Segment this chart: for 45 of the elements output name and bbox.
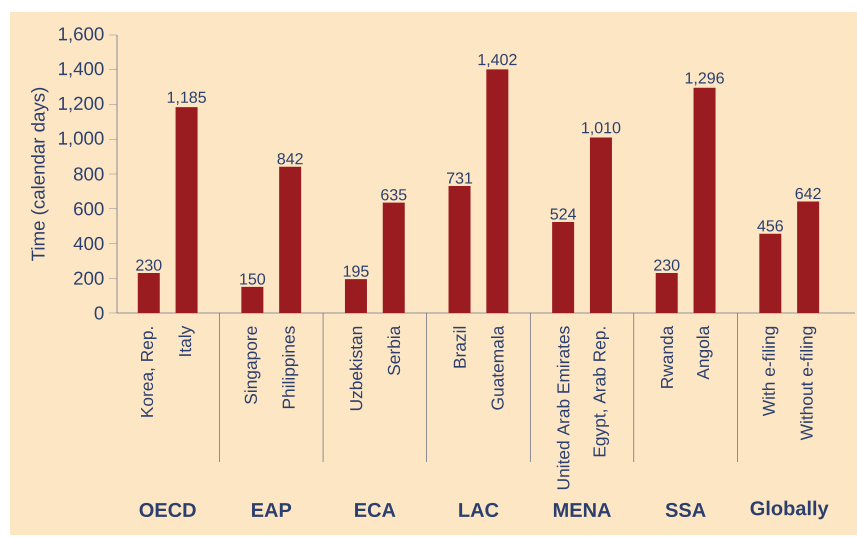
text: EAP <box>252 503 292 517</box>
x-tick-label: Serbia <box>387 326 400 376</box>
y-tick-label: 1,000 <box>59 132 104 147</box>
y-tick-label: 1,600 <box>59 27 104 43</box>
text: SSA <box>666 502 706 518</box>
x-tick-label: Italy <box>178 326 195 356</box>
data-label: 642 <box>796 188 821 200</box>
x-tick-label: Without e-filing <box>800 326 816 440</box>
data-label: 230 <box>654 259 680 271</box>
data-label: 524 <box>550 208 576 220</box>
text: ECA <box>355 502 396 518</box>
y-tick-label: 400 <box>74 236 104 250</box>
x-tick-label: Singapore <box>244 326 260 404</box>
text: LAC <box>459 502 498 518</box>
x-tick-label: Rwanda <box>660 326 674 388</box>
data-label: 1,010 <box>582 122 620 136</box>
data-label: 1,185 <box>168 92 206 105</box>
data-label: 842 <box>278 153 303 164</box>
data-label: 1,296 <box>686 72 724 86</box>
data-label: 731 <box>447 172 472 184</box>
x-tick-label: Guatemala <box>490 326 504 410</box>
data-label: 230 <box>136 259 162 271</box>
data-label: 150 <box>240 273 266 285</box>
x-tick-label: United Arab Emirates <box>556 326 570 490</box>
y-tick-label: 600 <box>74 202 104 216</box>
y-tick-label: 1,200 <box>59 96 104 112</box>
x-tick-label: Uzbekistan <box>350 326 362 410</box>
y-tick-label: 200 <box>74 272 104 285</box>
text: OECD <box>140 502 196 518</box>
x-tick-label: Brazil <box>453 326 466 368</box>
x-tick-label: Korea, Rep. <box>141 327 157 417</box>
data-label: 1,402 <box>478 54 517 68</box>
text: Globally <box>750 500 829 520</box>
x-tick-label: Egypt, Arab Rep. <box>592 327 610 456</box>
y-axis-title: Time (calendar days) <box>31 88 48 261</box>
data-label: 635 <box>381 189 406 200</box>
y-tick-label: 0 <box>94 306 104 320</box>
x-tick-label: With e-filing <box>762 326 778 416</box>
x-tick-label: Philippines <box>282 326 298 408</box>
x-tick-label: Angola <box>696 326 713 380</box>
y-tick-label: 800 <box>74 167 104 181</box>
data-label: 195 <box>344 266 369 277</box>
text: MENA <box>554 503 611 517</box>
y-tick-label: 1,400 <box>59 62 104 78</box>
data-label: 456 <box>757 220 783 232</box>
